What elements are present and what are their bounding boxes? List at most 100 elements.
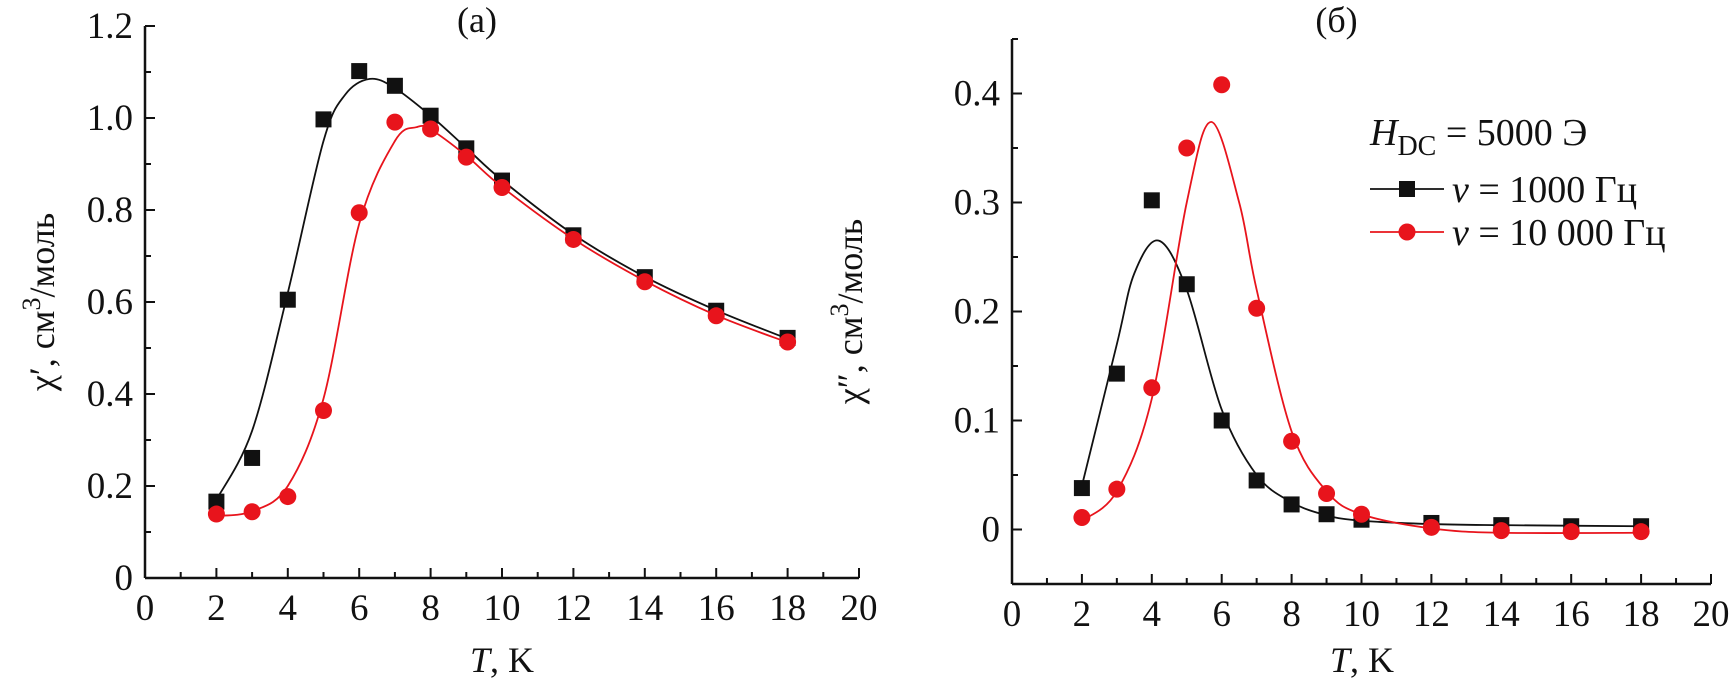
- legend-label: ν = 1000 Гц: [1452, 169, 1637, 211]
- data-point: [244, 449, 261, 466]
- legend-sym: ν: [1452, 212, 1469, 254]
- legend-sub: DC: [1397, 131, 1436, 162]
- y-tail: /моль: [22, 213, 62, 298]
- y-sup: 3: [825, 303, 854, 316]
- data-point: [1248, 472, 1265, 489]
- x-tick-label: 18: [769, 588, 806, 629]
- data-point: [779, 333, 797, 351]
- y-tick-label: 1.2: [87, 6, 133, 47]
- data-point: [1318, 485, 1336, 503]
- legend-rest: = 5000 Э: [1436, 112, 1587, 154]
- x-tick-label: 2: [207, 588, 226, 629]
- y-tail: /моль: [830, 219, 870, 304]
- x-tick-label: 10: [484, 588, 521, 629]
- data-point: [1108, 480, 1126, 498]
- data-point: [279, 488, 297, 506]
- data-point: [1353, 505, 1370, 523]
- y-sup: 3: [17, 298, 46, 311]
- fit-curve: [215, 77, 788, 501]
- data-point: [1248, 299, 1266, 317]
- data-point: [386, 77, 403, 94]
- y-tick-label: 1.0: [87, 98, 133, 139]
- x-tick-label: 20: [1693, 594, 1729, 635]
- y-sym: χ″: [830, 373, 870, 405]
- data-point: [1283, 496, 1300, 513]
- data-point: [1422, 518, 1440, 536]
- y-tick-label: 0: [982, 510, 1001, 551]
- data-point: [207, 505, 225, 523]
- data-point: [707, 307, 725, 325]
- data-point: [350, 204, 368, 222]
- y-tick-label: 0: [115, 558, 134, 599]
- data-point: [1318, 506, 1335, 523]
- x-unit: , K: [1350, 640, 1394, 680]
- x-unit: , K: [490, 640, 534, 680]
- data-point: [315, 111, 332, 128]
- data-point: [1632, 523, 1650, 541]
- x-tick-label: 6: [1212, 594, 1231, 635]
- legend-marker: [1399, 181, 1415, 197]
- data-point: [1492, 522, 1510, 540]
- panel-a: 0 2 4 6 8 10 12 14 16 18 20 0 0.2 0.4 0.6 0.8 1.0 1.2 (a) T…: [17, 0, 878, 680]
- y-tick-label: 0.2: [954, 292, 1000, 333]
- x-tick-label: 8: [1282, 594, 1301, 635]
- panel-b: 0 2 4 6 8 10 12 14 16 18 20 0 0.1 0.2 0.3 0.4 (б) T, K χ″,…: [825, 0, 1729, 680]
- legend: HDC = 5000 Э ν = 1000 Гцν = 10 000 Гц: [1369, 112, 1666, 254]
- x-axis-title: T, K: [1330, 640, 1394, 680]
- data-point: [315, 402, 332, 420]
- x-var: T: [1330, 640, 1353, 680]
- y-axis-title: χ″, см3/моль: [825, 219, 870, 405]
- data-point: [386, 113, 404, 131]
- x-tick-label: 6: [350, 588, 369, 629]
- y-tick-label: 0.2: [87, 466, 133, 507]
- y-tick-label: 0.4: [954, 74, 1000, 115]
- data-point: [1178, 139, 1196, 157]
- x-tick-label: 12: [1413, 594, 1450, 635]
- data-point: [636, 273, 654, 291]
- data-point: [1283, 432, 1301, 450]
- data-point: [1073, 509, 1091, 527]
- x-tick-label: 18: [1623, 594, 1660, 635]
- data-point: [564, 230, 582, 248]
- y-axis-title: χ′, см3/моль: [17, 213, 62, 392]
- fit-curve: [216, 124, 788, 517]
- data-point: [1178, 276, 1195, 293]
- x-axis-title: T, K: [470, 640, 534, 680]
- y-sym: χ′: [22, 367, 62, 392]
- panel-label: (б): [1315, 0, 1357, 40]
- x-tick-label: 14: [1483, 594, 1520, 635]
- x-var: T: [470, 640, 493, 680]
- data-point: [422, 120, 440, 138]
- x-tick-label: 12: [555, 588, 592, 629]
- data-point: [351, 63, 368, 80]
- y-tick-label: 0.1: [954, 401, 1000, 442]
- data-point: [1562, 523, 1580, 541]
- x-tick-label: 0: [136, 588, 155, 629]
- x-tick-label: 16: [698, 588, 735, 629]
- x-tick-label: 0: [1003, 594, 1022, 635]
- y-rest: , см: [22, 311, 62, 368]
- y-tick-label: 0.4: [87, 374, 133, 415]
- legend-marker: [1398, 223, 1416, 241]
- data-point: [1143, 192, 1160, 209]
- legend-h: H: [1369, 112, 1400, 154]
- x-tick-label: 4: [1143, 594, 1162, 635]
- data-point: [279, 291, 296, 308]
- data-point: [1213, 412, 1230, 429]
- x-tick-label: 4: [279, 588, 298, 629]
- legend-text: = 1000 Гц: [1469, 169, 1637, 211]
- data-point: [1143, 379, 1161, 397]
- legend-text: = 10 000 Гц: [1469, 212, 1666, 254]
- legend-sym: ν: [1452, 169, 1469, 211]
- legend-header: HDC = 5000 Э: [1369, 112, 1587, 162]
- y-tick-label: 0.3: [954, 183, 1000, 224]
- data-point: [1108, 365, 1125, 382]
- data-point: [1213, 76, 1231, 94]
- x-tick-label: 10: [1343, 594, 1380, 635]
- data-point: [1073, 480, 1090, 497]
- data-point: [243, 503, 261, 521]
- fit-curve: [1081, 239, 1642, 528]
- x-tick-label: 8: [421, 588, 440, 629]
- y-rest: , см: [830, 316, 870, 373]
